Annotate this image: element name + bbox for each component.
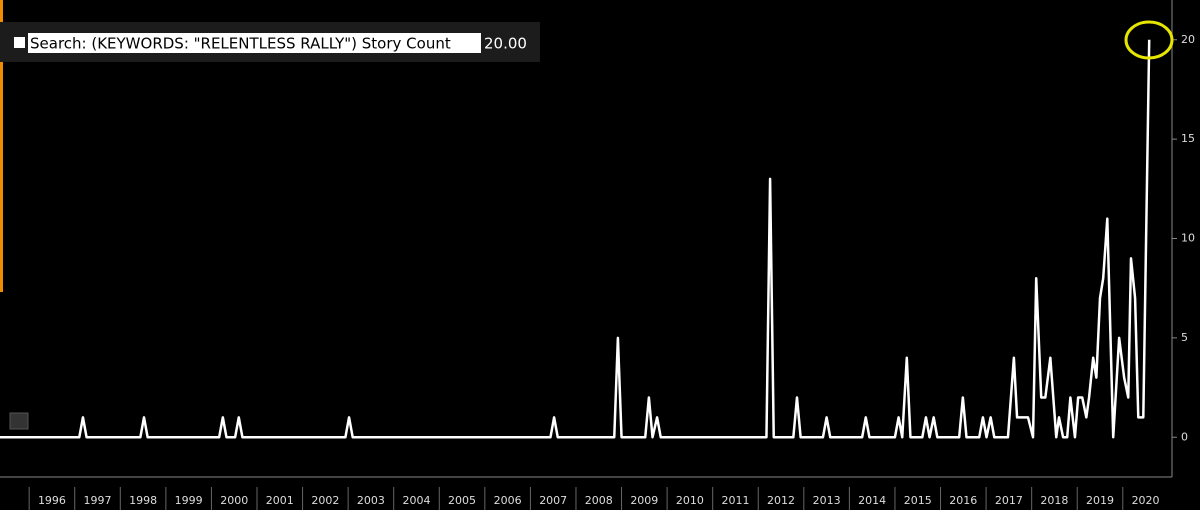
legend-value: 20.00 [484,35,527,53]
x-tick-label: 1999 [175,494,203,507]
x-tick-label: 2010 [676,494,704,507]
x-tick-label: 2018 [1040,494,1068,507]
chart-icon[interactable] [9,412,29,430]
x-tick-label: 2007 [539,494,567,507]
x-tick-label: 2002 [311,494,339,507]
x-tick-label: 1996 [38,494,66,507]
legend-swatch [14,37,25,48]
x-tick-label: 2019 [1086,494,1114,507]
x-tick-label: 2006 [494,494,522,507]
x-tick-label: 1997 [84,494,112,507]
x-tick-label: 2012 [767,494,795,507]
x-tick-label: 2011 [721,494,749,507]
x-tick-label: 2013 [813,494,841,507]
legend-highlight [28,33,481,53]
data-line [0,39,1151,439]
x-tick-label: 2008 [585,494,613,507]
x-tick-label: 2016 [949,494,977,507]
x-tick-label: 2017 [995,494,1023,507]
x-tick-label: 2020 [1132,494,1160,507]
y-tick-label: 15 [1181,132,1195,145]
x-tick-label: 2004 [402,494,430,507]
x-tick-label: 1998 [129,494,157,507]
y-tick-label: 10 [1181,232,1195,245]
highlight-circle [1124,20,1174,60]
x-tick-label: 2014 [858,494,886,507]
x-tick-label: 2000 [220,494,248,507]
x-tick-label: 2003 [357,494,385,507]
x-tick-label: 2009 [630,494,658,507]
x-tick-label: 2005 [448,494,476,507]
x-tick-label: 2001 [266,494,294,507]
y-tick-label: 5 [1181,331,1188,344]
y-tick-label: 0 [1181,430,1188,443]
x-tick-label: 2015 [904,494,932,507]
legend-label: Search: (KEYWORDS: "RELENTLESS RALLY") S… [30,35,451,53]
y-tick-label: 20 [1181,33,1195,46]
accent-bar [0,0,3,292]
